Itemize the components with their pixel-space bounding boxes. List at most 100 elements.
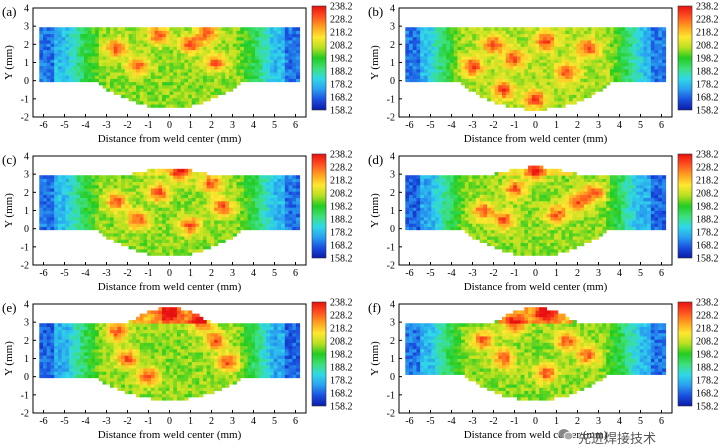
hardness-cell (177, 227, 181, 231)
hardness-cell (614, 50, 618, 54)
hardness-cell (599, 34, 603, 38)
hardness-cell (480, 85, 484, 89)
hardness-cell (50, 27, 54, 31)
hardness-cell (58, 37, 62, 41)
hardness-cell (480, 239, 484, 243)
hardness-cell (483, 59, 487, 63)
hardness-cell (110, 191, 114, 195)
hardness-cell (80, 188, 84, 192)
hardness-cell (584, 75, 588, 79)
hardness-cell (88, 50, 92, 54)
hardness-cell (218, 175, 222, 179)
hardness-cell (251, 204, 255, 208)
hardness-cell (129, 191, 133, 195)
hardness-cell (173, 82, 177, 86)
hardness-cell (196, 50, 200, 54)
hardness-cell (229, 191, 233, 195)
hardness-cell (506, 236, 510, 240)
hardness-cell (521, 34, 525, 38)
hardness-cell (606, 72, 610, 76)
hardness-cell (110, 63, 114, 67)
hardness-cell (647, 59, 651, 63)
hardness-cell (136, 75, 140, 79)
hardness-cell (431, 217, 435, 221)
hardness-cell (125, 95, 129, 99)
hardness-cell (125, 201, 129, 205)
hardness-cell (207, 223, 211, 227)
hardness-cell (495, 27, 499, 31)
hardness-cell (495, 204, 499, 208)
hardness-cell (643, 34, 647, 38)
hardness-cell (196, 37, 200, 41)
hardness-cell (428, 37, 432, 41)
hardness-cell (188, 85, 192, 89)
hardness-cell (158, 172, 162, 176)
hardness-cell (158, 243, 162, 247)
hardness-cell (210, 243, 214, 247)
hardness-cell (270, 53, 274, 57)
hardness-cell (80, 30, 84, 34)
hardness-cell (181, 207, 185, 211)
hardness-cell (77, 72, 81, 76)
hardness-cell (491, 223, 495, 227)
hardness-cell (110, 233, 114, 237)
hardness-cell (170, 37, 174, 41)
hardness-cell (140, 27, 144, 31)
hardness-cell (207, 214, 211, 218)
hardness-cell (132, 214, 136, 218)
hardness-cell (65, 40, 69, 44)
hardness-cell (599, 40, 603, 44)
hardness-cell (121, 230, 125, 234)
hardness-cell (203, 246, 207, 250)
hardness-cell (170, 98, 174, 102)
hardness-cell (573, 27, 577, 31)
hardness-cell (472, 27, 476, 31)
hardness-cell (39, 37, 43, 41)
hardness-cell (285, 227, 289, 231)
hardness-cell (158, 194, 162, 198)
hardness-cell (655, 69, 659, 73)
hardness-cell (513, 72, 517, 76)
hardness-cell (225, 217, 229, 221)
hardness-cell (129, 194, 133, 198)
hardness-cell (565, 91, 569, 95)
hardness-cell (435, 43, 439, 47)
hardness-cell (203, 59, 207, 63)
hardness-cell (210, 233, 214, 237)
hardness-cell (424, 188, 428, 192)
hardness-cell (435, 72, 439, 76)
hardness-cell (84, 34, 88, 38)
hardness-cell (495, 30, 499, 34)
hardness-cell (498, 239, 502, 243)
hardness-cell (47, 27, 51, 31)
hardness-cell (550, 43, 554, 47)
hardness-cell (158, 214, 162, 218)
x-tick-label: 2 (209, 268, 214, 279)
hardness-cell (509, 43, 513, 47)
hardness-cell (443, 37, 447, 41)
hardness-cell (465, 211, 469, 215)
hardness-cell (483, 191, 487, 195)
hardness-cell (509, 95, 513, 99)
hardness-cell (498, 85, 502, 89)
hardness-cell (550, 56, 554, 60)
hardness-cell (173, 63, 177, 67)
hardness-cell (409, 217, 413, 221)
hardness-cell (50, 69, 54, 73)
hardness-cell (155, 191, 159, 195)
hardness-cell (461, 217, 465, 221)
hardness-cell (125, 220, 129, 224)
hardness-cell (614, 43, 618, 47)
hardness-cell (454, 66, 458, 70)
hardness-cell (77, 43, 81, 47)
hardness-cell (491, 194, 495, 198)
hardness-cell (476, 82, 480, 86)
hardness-cell (240, 72, 244, 76)
hardness-cell (244, 204, 248, 208)
hardness-cell (439, 207, 443, 211)
hardness-cell (599, 30, 603, 34)
hardness-cell (450, 50, 454, 54)
hardness-cell (214, 30, 218, 34)
hardness-cell (565, 43, 569, 47)
hardness-cell (218, 85, 222, 89)
